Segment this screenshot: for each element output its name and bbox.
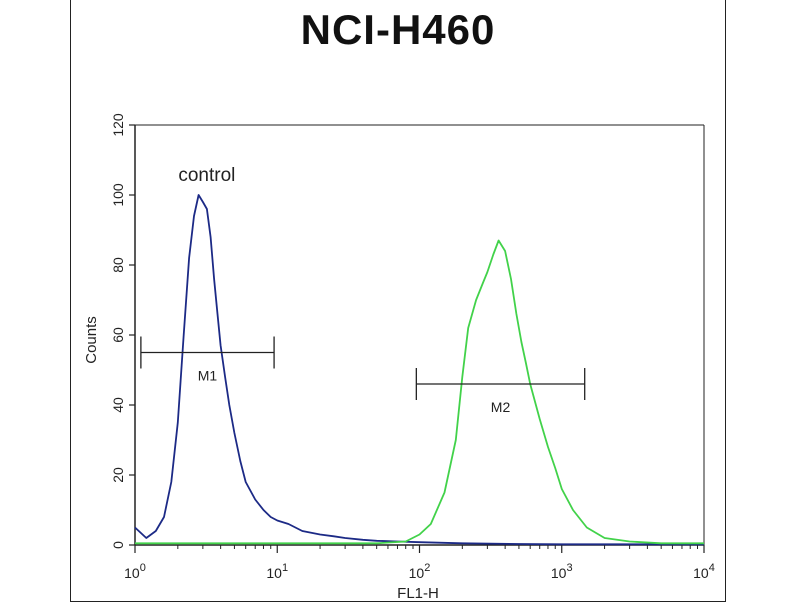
annotation-control: control: [178, 165, 235, 186]
x-tick-label: 102: [409, 562, 431, 581]
x-tick-label: 101: [266, 562, 288, 581]
y-tick-label: 40: [110, 397, 126, 413]
marker-label-m1: M1: [198, 368, 218, 384]
marker-label-m2: M2: [491, 399, 511, 415]
y-tick-label: 60: [110, 327, 126, 343]
ticks: 0 20 40 60 80 100 120 100 101 102 103 104: [110, 113, 715, 581]
y-tick-label: 120: [110, 113, 126, 137]
x-axis-label: FL1-H: [397, 585, 439, 600]
histogram-series-1: [134, 194, 704, 546]
y-tick-label: 20: [110, 467, 126, 483]
x-tick-label: 104: [693, 562, 715, 581]
x-tick-label: 103: [551, 562, 573, 581]
markers: M1 M2: [140, 336, 586, 415]
y-tick-label: 0: [110, 541, 126, 549]
y-tick-label: 100: [110, 183, 126, 207]
x-tick-label: 100: [124, 562, 146, 581]
series-group: [134, 194, 704, 546]
histogram-series-2: [135, 239, 704, 545]
y-axis-label: Counts: [83, 316, 100, 364]
chart-title: NCI-H460: [300, 6, 496, 53]
y-tick-label: 80: [110, 257, 126, 273]
